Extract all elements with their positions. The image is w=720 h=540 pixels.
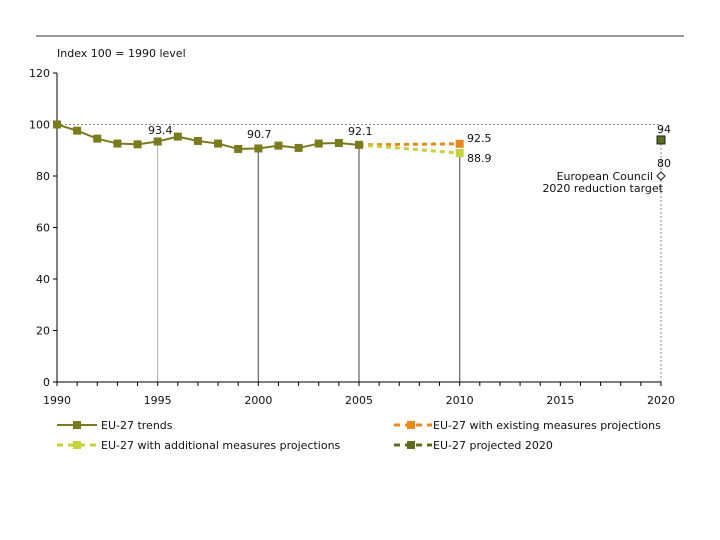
marker-trends-1993 — [113, 139, 122, 148]
axes-layer: 0 20 40 60 80 100 120 1990 1995 2000 2005 2010 2015 2… — [29, 67, 675, 407]
legend-item-existing: EU-27 with existing measures projections — [394, 419, 661, 432]
marker-trends-2004 — [334, 139, 343, 148]
data-label-2020-projected: 94 — [657, 123, 671, 136]
target-label-line2: 2020 reduction target — [542, 182, 663, 195]
marker-trends-1990 — [53, 120, 61, 129]
marker-trends-2005 — [355, 140, 363, 149]
x-tick-label-2000: 2000 — [244, 394, 272, 407]
marker-trends-1999 — [234, 144, 243, 153]
x-tick-label-2020: 2020 — [647, 394, 675, 407]
legend-item-trends: EU-27 trends — [57, 419, 173, 432]
x-tick-label-2005: 2005 — [345, 394, 373, 407]
y-tick-label-100: 100 — [29, 119, 50, 132]
marker-projected-2020 — [656, 135, 666, 145]
legend-label-trends: EU-27 trends — [101, 419, 173, 432]
legend-item-projected: EU-27 projected 2020 — [394, 439, 553, 452]
marker-target-2020 — [656, 171, 666, 181]
series-layer — [56, 123, 460, 155]
marker-trends-1992 — [93, 134, 102, 143]
marker-trends-1994 — [133, 140, 142, 149]
y-tick-label-0: 0 — [43, 376, 50, 389]
marker-trends-2003 — [314, 139, 323, 148]
series-line-trends — [56, 123, 360, 150]
y-tick-label-40: 40 — [36, 273, 50, 286]
marker-trends-2001 — [274, 141, 283, 150]
data-label-2010-existing: 92.5 — [467, 132, 492, 145]
y-tick-label-120: 120 — [29, 67, 50, 80]
data-label-2000: 90.7 — [247, 128, 272, 141]
data-label-1995: 93.4 — [148, 124, 173, 137]
marker-trends-1995 — [153, 137, 162, 146]
data-label-2005: 92.1 — [348, 125, 373, 138]
grid-layer — [57, 124, 662, 382]
y-tick-label-20: 20 — [36, 325, 50, 338]
y-tick-label-80: 80 — [36, 170, 50, 183]
marker-additional-2010 — [455, 149, 464, 158]
data-label-2020-target: 80 — [657, 157, 671, 170]
legend-label-additional: EU-27 with additional measures projectio… — [101, 439, 341, 452]
legend-label-existing: EU-27 with existing measures projections — [433, 419, 661, 432]
marker-layer — [53, 120, 666, 181]
marker-trends-1997 — [193, 136, 202, 145]
series-line-existing — [358, 142, 460, 147]
legend-item-additional: EU-27 with additional measures projectio… — [57, 439, 341, 452]
x-tick-label-1990: 1990 — [43, 394, 71, 407]
x-tick-label-2015: 2015 — [546, 394, 574, 407]
legend-label-projected: EU-27 projected 2020 — [433, 439, 553, 452]
marker-existing-2010 — [455, 139, 464, 148]
target-label-line1: European Council — [557, 170, 653, 183]
series-line-additional — [358, 143, 460, 155]
marker-trends-1998 — [214, 139, 223, 148]
marker-trends-2000 — [254, 144, 263, 153]
data-label-2010-additional: 88.9 — [467, 152, 492, 165]
y-tick-label-60: 60 — [36, 222, 50, 235]
y-axis-label: Index 100 = 1990 level — [57, 47, 186, 60]
marker-trends-1996 — [173, 132, 182, 141]
x-tick-label-1995: 1995 — [144, 394, 172, 407]
legend: EU-27 trends EU-27 with existing measure… — [57, 419, 661, 452]
marker-trends-1991 — [73, 126, 82, 135]
marker-trends-2002 — [294, 143, 303, 152]
x-tick-label-2010: 2010 — [446, 394, 474, 407]
